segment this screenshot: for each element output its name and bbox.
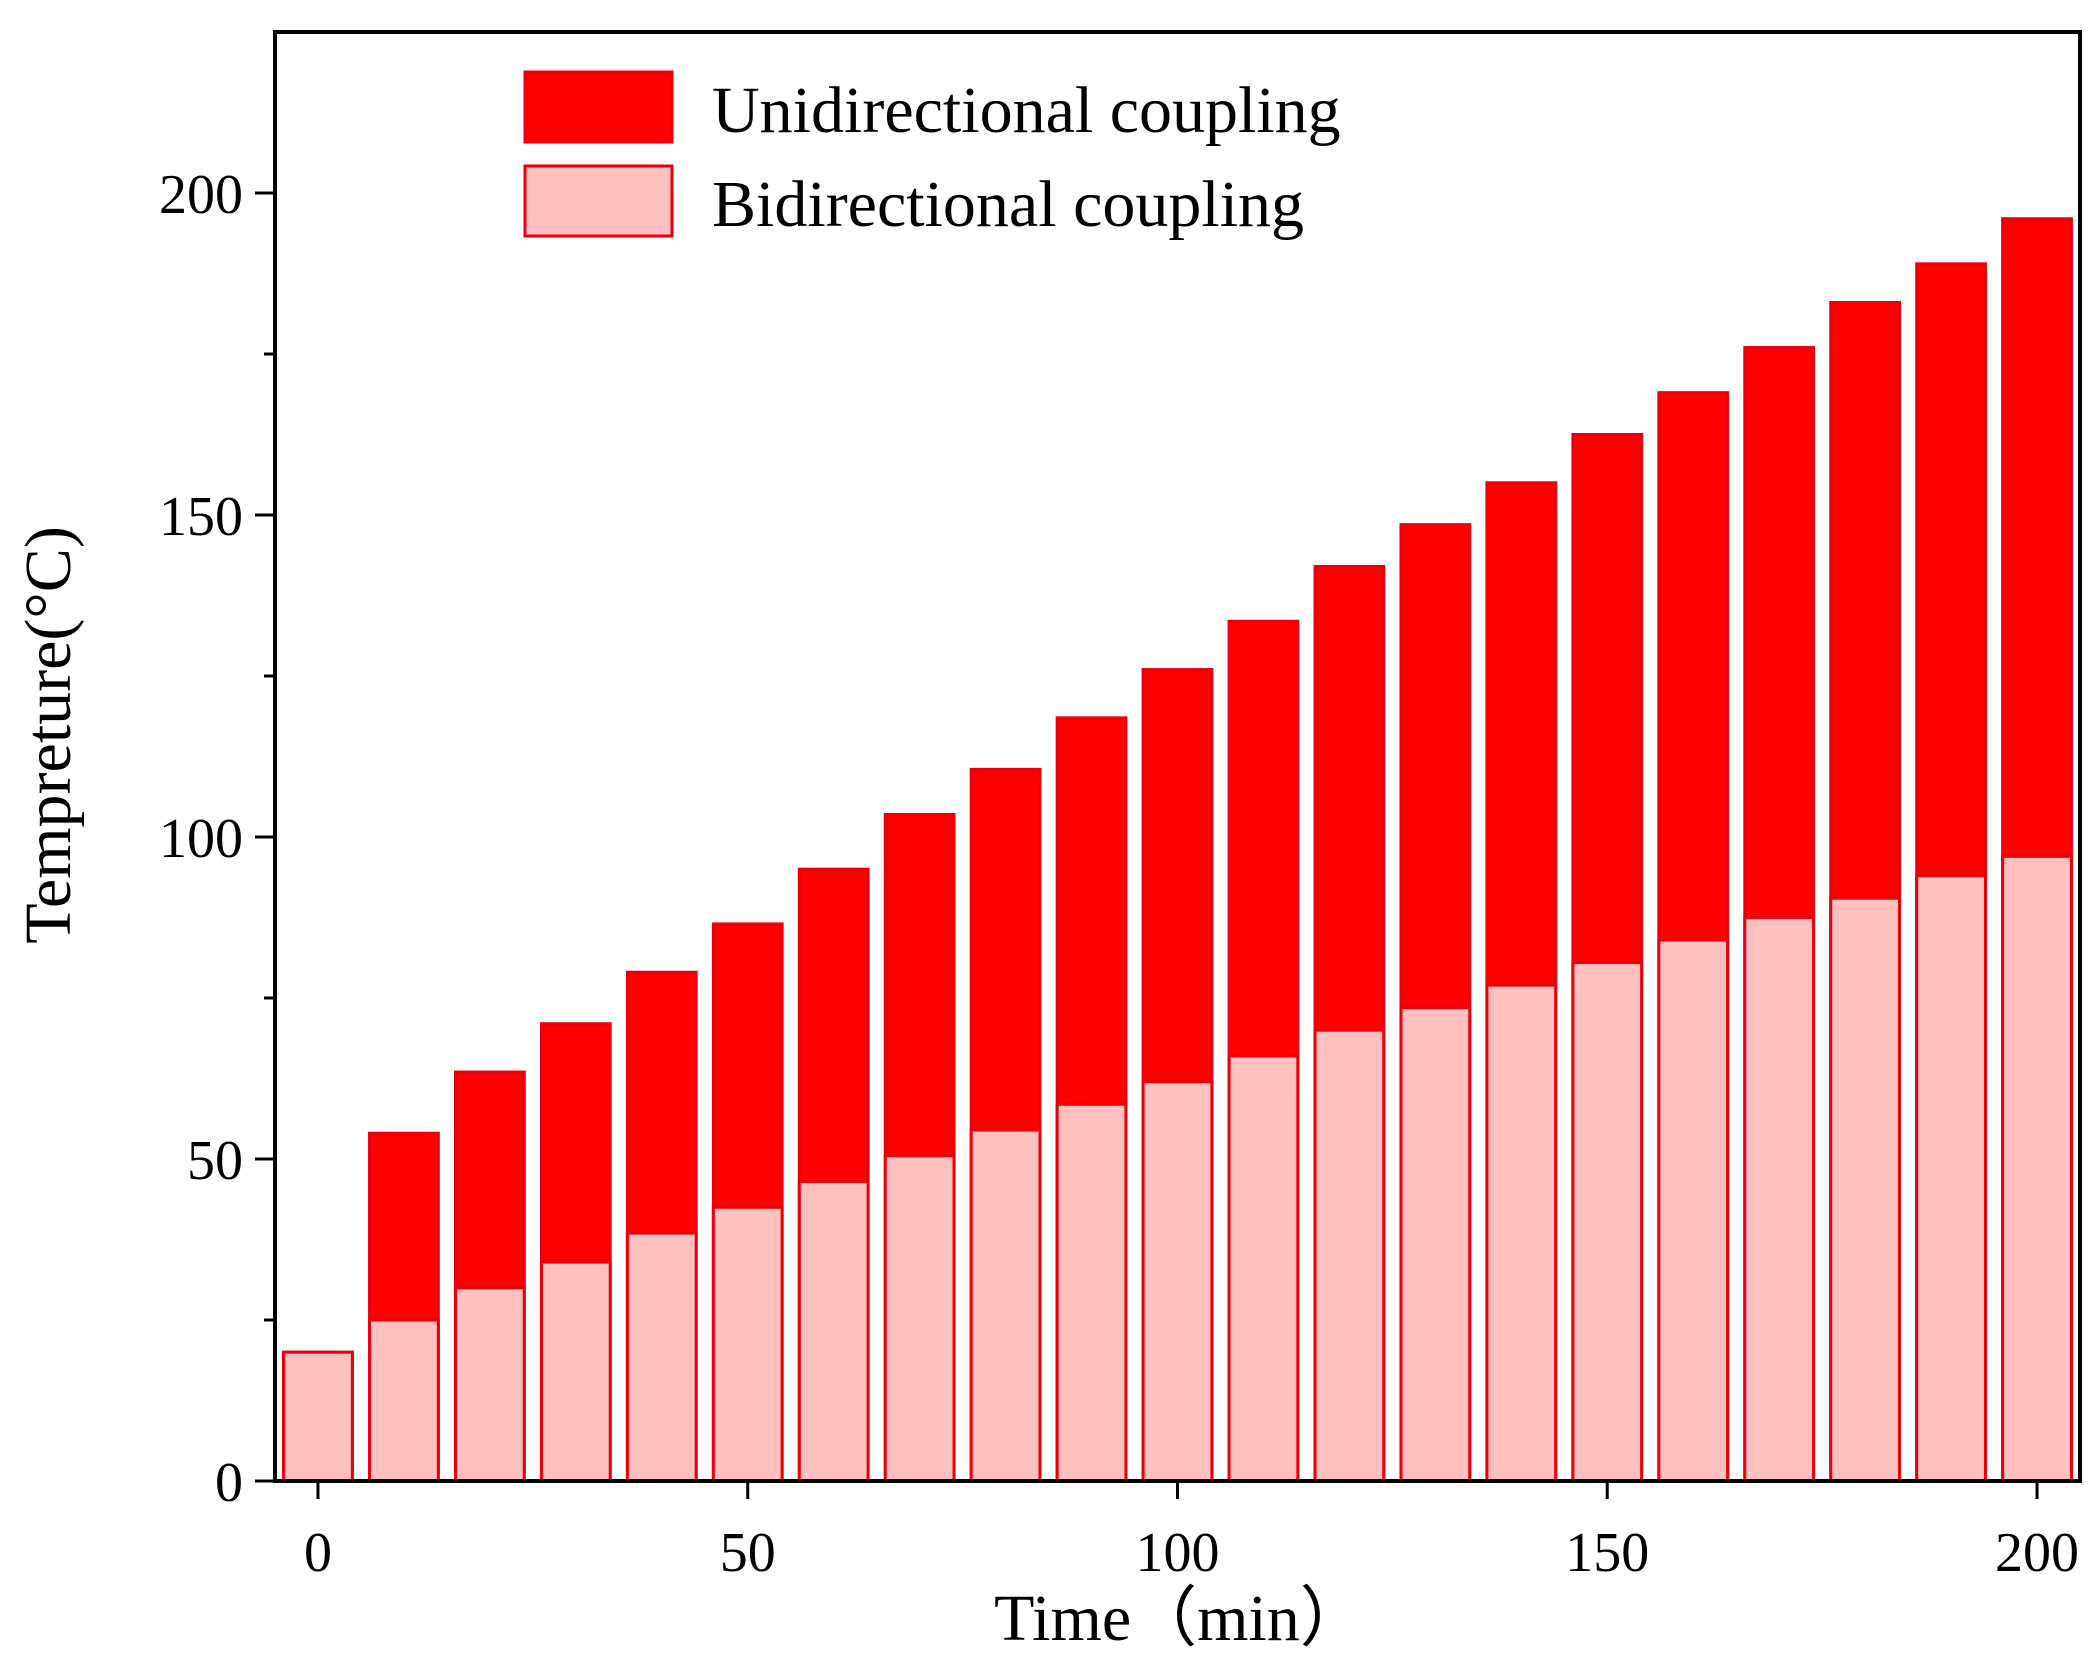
bidirectional-bar bbox=[368, 1318, 440, 1483]
bidirectional-bar bbox=[1399, 1006, 1472, 1483]
bidirectional-bars bbox=[282, 854, 2073, 1483]
x-tick-label: 0 bbox=[304, 1522, 332, 1584]
bidirectional-bar bbox=[883, 1154, 956, 1483]
x-axis-title: Time（min） bbox=[994, 1582, 1366, 1655]
legend-swatch-unidirectional bbox=[523, 70, 674, 144]
bidirectional-bar bbox=[1743, 916, 1816, 1483]
bidirectional-bar bbox=[1313, 1028, 1386, 1483]
x-axis: 0 50 100 150 200 bbox=[304, 1481, 2079, 1584]
y-tick-label: 200 bbox=[159, 164, 243, 226]
bidirectional-bar bbox=[969, 1128, 1042, 1483]
bidirectional-bar bbox=[797, 1180, 870, 1483]
bidirectional-bar bbox=[1227, 1054, 1300, 1483]
y-tick-label: 0 bbox=[215, 1452, 243, 1514]
bidirectional-bar bbox=[1915, 874, 1987, 1483]
x-tick-label: 100 bbox=[1136, 1522, 1220, 1584]
legend-label-unidirectional: Unidirectional coupling bbox=[712, 74, 1341, 147]
bidirectional-bar bbox=[1055, 1102, 1128, 1483]
y-tick-label: 50 bbox=[187, 1130, 243, 1192]
legend-swatch-bidirectional bbox=[523, 164, 674, 238]
bidirectional-bar bbox=[454, 1286, 526, 1483]
legend: Unidirectional coupling Bidirectional co… bbox=[523, 70, 1341, 241]
bidirectional-bar bbox=[539, 1260, 612, 1483]
bidirectional-bar bbox=[1485, 983, 1558, 1483]
x-tick-label: 200 bbox=[1995, 1522, 2079, 1584]
y-tick-label: 100 bbox=[159, 808, 243, 870]
bidirectional-bar bbox=[1141, 1080, 1214, 1483]
bidirectional-bar bbox=[625, 1231, 698, 1483]
bidirectional-bar bbox=[282, 1350, 354, 1483]
bidirectional-bar bbox=[711, 1205, 784, 1483]
y-axis: 0 50 100 150 200 bbox=[159, 164, 275, 1514]
bidirectional-bar bbox=[1829, 896, 1901, 1483]
bidirectional-bar bbox=[2001, 854, 2073, 1483]
y-axis-title: Tempreture(°C) bbox=[12, 526, 85, 944]
x-tick-label: 50 bbox=[720, 1522, 776, 1584]
y-tick-label: 150 bbox=[159, 486, 243, 548]
legend-label-bidirectional: Bidirectional coupling bbox=[712, 168, 1304, 241]
bidirectional-bar bbox=[1571, 961, 1644, 1483]
bidirectional-bar bbox=[1657, 938, 1730, 1483]
x-tick-label: 150 bbox=[1565, 1522, 1649, 1584]
